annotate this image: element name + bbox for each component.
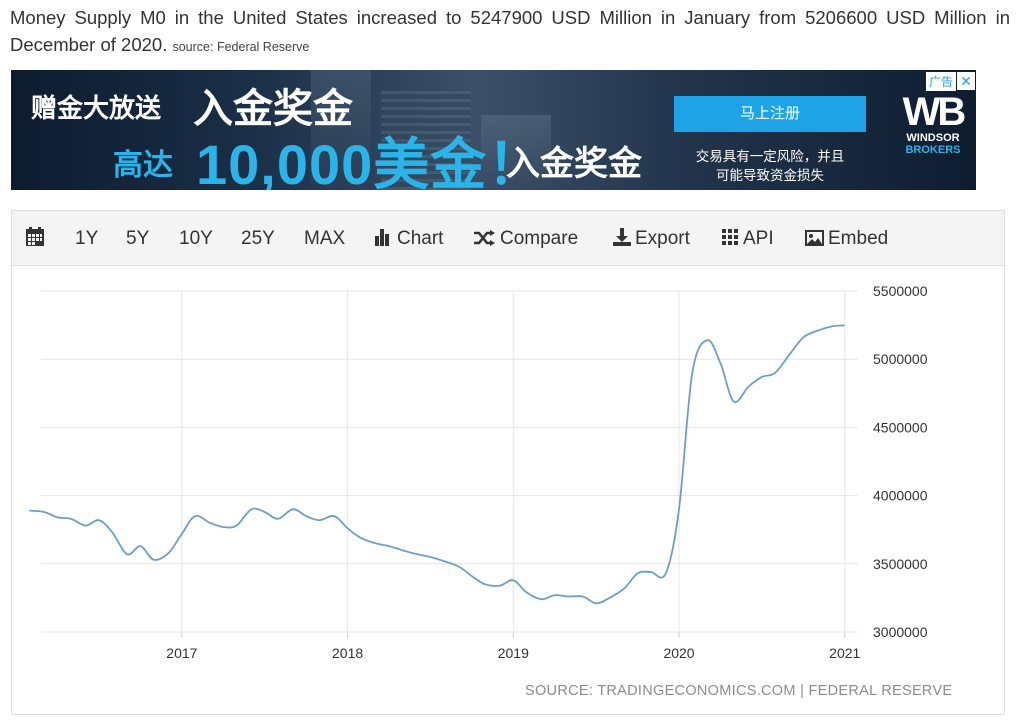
headline-source: source: Federal Reserve <box>172 40 310 54</box>
y-tick-label: 3500000 <box>873 556 928 572</box>
ad-risk-line1: 交易具有一定风险，并且 <box>695 149 845 164</box>
headline-text: Money Supply M0 in the United States inc… <box>10 7 1010 55</box>
logo-word1: WINDSOR <box>906 132 960 144</box>
ad-line2-amount: 10,000美金！ <box>196 133 545 190</box>
chart-panel: 1Y 5Y 10Y 25Y MAX Chart Compare Export <box>11 210 1005 715</box>
ad-line2-prefix: 高达 <box>113 149 173 182</box>
ad-register-button[interactable]: 马上注册 <box>674 96 866 132</box>
ad-risk-line2: 可能导致资金损失 <box>716 168 824 183</box>
windsor-brokers-logo[interactable]: WB WINDSOR BROKERS <box>901 90 967 156</box>
y-tick-label: 5500000 <box>873 283 928 299</box>
ad-line1-big: 入金奖金 <box>193 87 353 131</box>
grid-icon <box>722 229 738 245</box>
ad-building-shape <box>311 70 371 190</box>
ad-risk-text: 交易具有一定风险，并且 可能导致资金损失 <box>674 147 866 185</box>
range-max-button[interactable]: MAX <box>304 228 346 249</box>
range-25y-button[interactable]: 25Y <box>241 228 275 249</box>
compare-label: Compare <box>500 228 579 249</box>
y-tick-label: 5000000 <box>873 351 928 367</box>
chart-source: SOURCE: TRADINGECONOMICS.COM | FEDERAL R… <box>525 683 953 699</box>
embed-label: Embed <box>828 228 889 249</box>
range-5y-button[interactable]: 5Y <box>126 228 150 249</box>
calendar-icon[interactable] <box>26 211 48 266</box>
ad-label[interactable]: 广告 <box>925 72 956 91</box>
ad-line2-suffix: 入金奖金 <box>506 145 642 183</box>
x-tick-label: 2018 <box>332 645 363 661</box>
series-line <box>29 324 845 605</box>
range-10y-button[interactable]: 10Y <box>179 228 213 249</box>
ad-banner[interactable]: 赠金大放送 入金奖金 高达 10,000美金！ 入金奖金 马上注册 交易具有一定… <box>11 70 976 190</box>
chart-type-label: Chart <box>397 228 444 249</box>
ad-close-icon[interactable]: ✕ <box>957 72 975 90</box>
export-label: Export <box>635 228 690 249</box>
image-icon <box>805 230 824 246</box>
calendar-icon-glyph <box>26 227 44 246</box>
logo-mark: WB <box>902 90 967 134</box>
compare-button[interactable]: Compare <box>474 211 578 266</box>
bar-chart-icon <box>375 229 389 246</box>
ad-building-shape <box>381 90 471 190</box>
headline: Money Supply M0 in the United States inc… <box>10 4 1010 61</box>
api-button[interactable]: API <box>722 211 774 266</box>
y-tick-label: 4500000 <box>873 419 928 435</box>
x-tick-label: 2019 <box>498 645 529 661</box>
chart-type-button[interactable]: Chart <box>375 211 443 266</box>
y-tick-label: 4000000 <box>873 488 928 504</box>
range-1y-button[interactable]: 1Y <box>75 228 99 249</box>
export-button[interactable]: Export <box>613 211 690 266</box>
ad-building-shape <box>481 115 551 190</box>
download-icon <box>613 228 631 246</box>
x-tick-label: 2017 <box>166 645 197 661</box>
x-tick-label: 2021 <box>829 645 860 661</box>
y-tick-label: 3000000 <box>873 624 928 640</box>
chart-toolbar: 1Y 5Y 10Y 25Y MAX Chart Compare Export <box>12 211 1004 266</box>
logo-word2: BROKERS <box>905 144 961 156</box>
shuffle-icon <box>474 230 495 246</box>
money-supply-chart: 3000000 3500000 4000000 4500000 5000000 55000… <box>29 283 928 661</box>
x-tick-label: 2020 <box>663 645 694 661</box>
api-label: API <box>743 228 774 249</box>
ad-line1-small: 赠金大放送 <box>31 93 162 123</box>
embed-button[interactable]: Embed <box>805 211 888 266</box>
